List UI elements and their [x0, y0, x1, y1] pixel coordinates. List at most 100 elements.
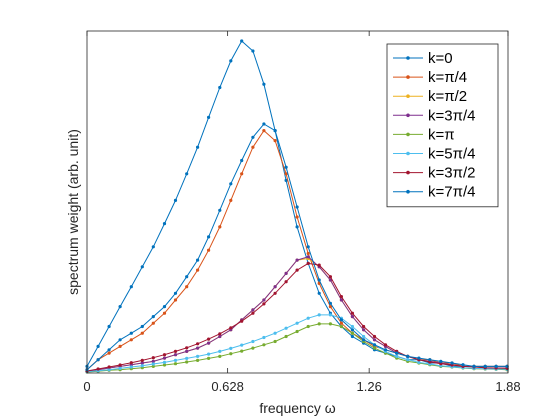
data-point	[151, 362, 155, 366]
data-point	[262, 343, 266, 347]
data-point	[284, 172, 288, 176]
data-point	[218, 208, 222, 212]
data-point	[317, 291, 321, 295]
data-point	[295, 215, 299, 219]
data-point	[273, 339, 277, 344]
data-point	[196, 145, 200, 149]
data-point	[284, 165, 288, 169]
data-point	[461, 363, 465, 367]
data-point	[428, 358, 432, 362]
data-point	[240, 349, 244, 353]
data-point	[118, 305, 122, 309]
data-point	[362, 328, 366, 332]
data-point	[251, 346, 255, 350]
data-point	[262, 129, 266, 133]
data-point	[162, 305, 167, 309]
data-point	[129, 285, 133, 289]
data-point	[107, 324, 111, 329]
data-point	[162, 360, 167, 364]
legend-entry-label: k=π/2	[428, 88, 467, 105]
x-tick-label: 0	[83, 379, 90, 394]
series-6	[85, 261, 509, 373]
data-point	[339, 324, 343, 329]
data-point	[218, 85, 222, 90]
data-point	[173, 298, 178, 302]
data-point	[295, 258, 299, 262]
data-point	[362, 334, 366, 339]
legend: k=0 k=π/4 k=π/2 k=3π/4 k=π k=5π/4 k=3π/2 k=7π/4	[386, 43, 499, 208]
legend-entry-label: k=3π/2	[428, 165, 475, 182]
data-point	[196, 358, 200, 362]
data-point	[185, 275, 189, 279]
data-point	[295, 205, 299, 209]
data-point	[350, 328, 354, 332]
data-point	[185, 172, 189, 176]
data-point	[229, 198, 233, 202]
data-point	[328, 305, 332, 309]
data-point	[140, 358, 144, 362]
data-point	[417, 360, 421, 364]
data-point	[207, 115, 211, 119]
data-point	[395, 351, 399, 355]
data-point	[185, 285, 189, 289]
data-point	[207, 341, 211, 345]
legend-entry-label: k=π	[428, 126, 455, 143]
data-point	[339, 295, 343, 299]
data-point	[472, 364, 476, 368]
data-point	[395, 354, 399, 358]
data-point	[196, 268, 200, 272]
data-point	[251, 145, 255, 149]
data-point	[185, 356, 189, 360]
data-point	[173, 358, 178, 362]
data-point	[107, 365, 111, 369]
data-point	[229, 59, 233, 63]
data-point	[306, 245, 310, 249]
legend-swatch-marker	[406, 75, 410, 79]
data-point	[439, 359, 443, 363]
data-point	[151, 245, 155, 249]
data-point	[362, 324, 366, 329]
legend-swatch-marker	[406, 113, 410, 118]
x-axis-label: frequency ω	[259, 400, 335, 416]
data-point	[383, 343, 388, 347]
data-point	[118, 363, 122, 367]
data-point	[140, 265, 144, 269]
data-point	[107, 351, 111, 355]
data-point	[284, 280, 288, 284]
data-point	[350, 324, 354, 329]
data-point	[207, 356, 211, 360]
data-point	[207, 248, 211, 252]
data-point	[229, 182, 233, 186]
data-point	[218, 349, 222, 353]
axes-box	[86, 30, 509, 374]
legend-swatch-marker	[406, 151, 410, 156]
data-point	[372, 346, 377, 350]
legend-swatch-marker	[406, 170, 410, 175]
data-point	[494, 364, 498, 368]
data-point	[196, 354, 200, 358]
data-point	[151, 359, 155, 363]
data-point	[140, 361, 144, 365]
data-point	[162, 311, 167, 315]
data-point	[240, 319, 244, 323]
data-point	[417, 356, 421, 360]
data-point	[328, 313, 332, 317]
legend-entry-label: k=0	[428, 50, 453, 67]
data-point	[262, 335, 266, 340]
data-point	[207, 235, 211, 239]
data-point	[129, 361, 133, 365]
data-point	[240, 172, 244, 176]
y-axis-label: spectrum weight (arb. unit)	[65, 129, 81, 295]
data-point	[350, 311, 354, 315]
data-point	[350, 331, 354, 335]
data-point	[339, 298, 343, 302]
data-point	[273, 129, 277, 133]
x-axis-ticks: 0 0.628 1.26 1.88	[83, 31, 521, 394]
data-point	[295, 329, 299, 334]
data-point	[284, 326, 288, 330]
data-point	[173, 198, 178, 202]
data-point	[151, 321, 155, 325]
data-point	[328, 278, 332, 282]
data-point	[251, 308, 255, 312]
